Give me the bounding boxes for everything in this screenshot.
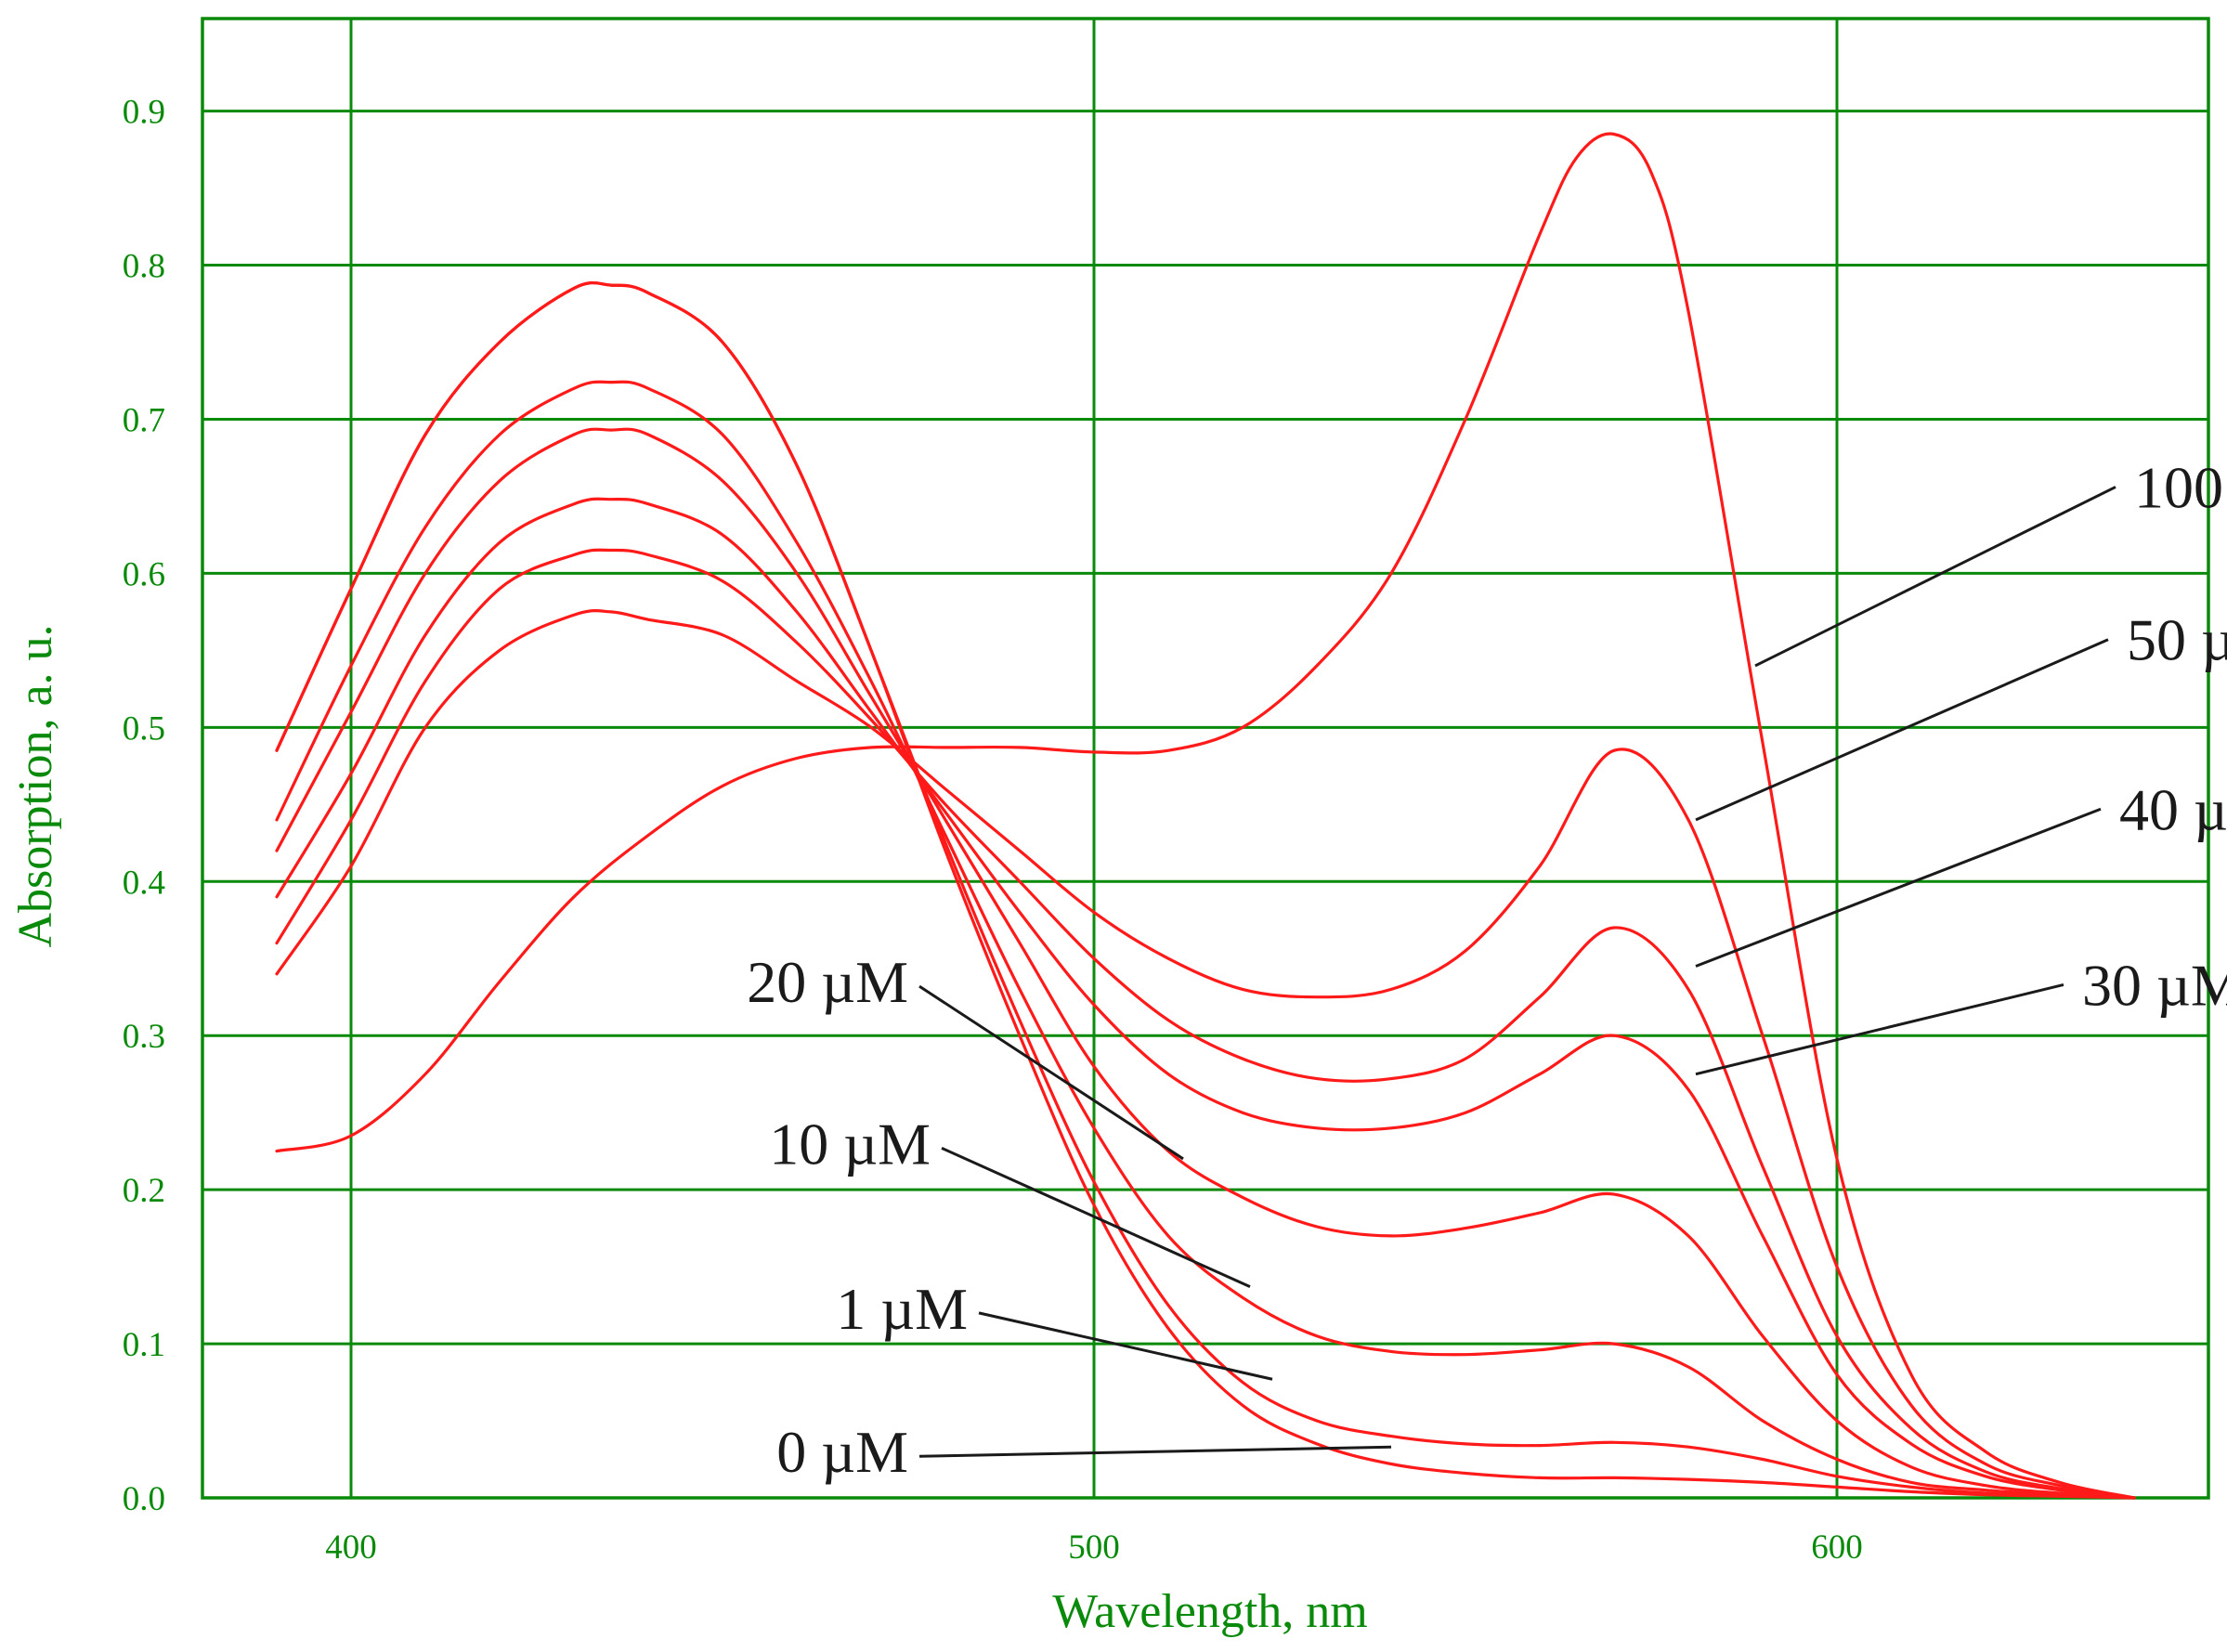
grid [202, 19, 2208, 1498]
series-line-5 [275, 548, 2136, 1500]
leader-line [1754, 486, 2116, 668]
series-label: 20 µM [747, 949, 908, 1015]
series-line-1 [275, 280, 2136, 1500]
series-label: 40 µM [2119, 776, 2227, 842]
series-line-2 [275, 380, 2136, 1500]
y-tick-label: 0.2 [123, 1172, 165, 1210]
series-line-6 [275, 609, 2136, 1500]
y-tick-label: 0.9 [123, 94, 165, 132]
x-tick-label: 500 [1068, 1528, 1120, 1567]
series-label: 0 µM [776, 1419, 908, 1485]
series-label: 50 µM [2127, 607, 2227, 673]
x-tick-label: 600 [1811, 1528, 1863, 1567]
series-line-4 [275, 497, 2136, 1500]
series-line-7 [275, 132, 2136, 1500]
series-labels: 0 µM 1 µM 10 µM 20 µM 30 µM 40 µM 50 µM 100 µM [747, 454, 2227, 1485]
series-label: 10 µM [769, 1111, 931, 1177]
y-tick-label: 0.5 [123, 709, 165, 748]
leader-line [1695, 982, 2064, 1076]
axis-ticks: 0.0 0.1 0.2 0.3 0.4 0.5 0.6 0.7 0.8 0.9 400 500 600 [123, 94, 1863, 1567]
leader-line [1695, 638, 2109, 822]
series-lines [275, 132, 2136, 1500]
y-tick-label: 0.6 [123, 555, 165, 593]
series-line-0 [275, 280, 2136, 1500]
plot-frame [201, 17, 2210, 1500]
series-label: 1 µM [836, 1276, 968, 1342]
leader-line [1695, 807, 2102, 968]
series-line-3 [275, 427, 2136, 1500]
leader-line [978, 1311, 1273, 1381]
y-axis-title: Absorption, a. u. [9, 624, 62, 947]
leader-line [918, 984, 1184, 1161]
x-axis-title: Wavelength, nm [1052, 1585, 1368, 1638]
series-label: 30 µM [2082, 952, 2227, 1018]
plot-border [201, 17, 2210, 1500]
series-label: 100 µM [2134, 454, 2227, 520]
x-tick-label: 400 [325, 1528, 377, 1567]
y-tick-label: 0.3 [123, 1018, 165, 1056]
y-tick-label: 0.4 [123, 864, 165, 902]
y-tick-label: 0.1 [123, 1326, 165, 1364]
y-tick-label: 0.8 [123, 248, 165, 286]
leader-line [941, 1146, 1251, 1289]
y-tick-label: 0.0 [123, 1480, 165, 1518]
leader-line [918, 1445, 1392, 1458]
y-tick-label: 0.7 [123, 401, 165, 439]
